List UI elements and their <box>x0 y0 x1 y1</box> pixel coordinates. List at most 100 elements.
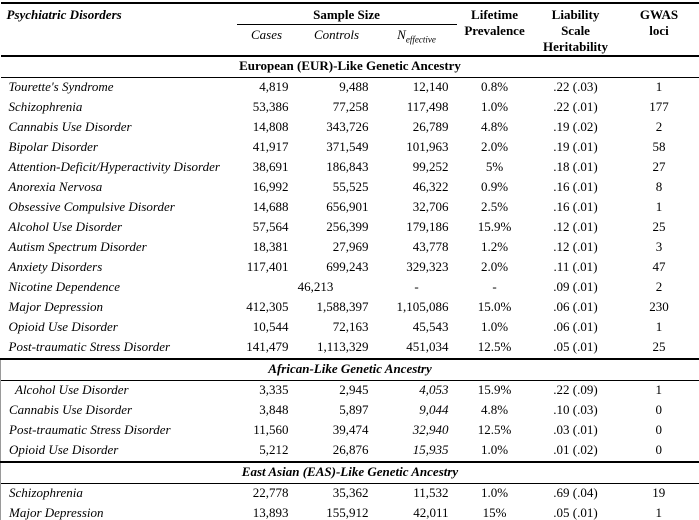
cases-cell: 14,808 <box>252 119 289 135</box>
heritability-cell: .11 (.01) <box>553 259 598 275</box>
n-effective-cell: 117,498 <box>406 99 449 115</box>
n-effective-cell: 179,186 <box>406 219 449 235</box>
disorder-name-cell: Post-traumatic Stress Disorder <box>0 420 237 441</box>
table-row: Obsessive Compulsive Disorder 14,688 656,9… <box>1 198 699 218</box>
cases-controls-combined-cell: 46,213 <box>297 279 334 295</box>
heritability-cell: .05 (.01) <box>553 505 598 520</box>
cases-cell: 57,564 <box>252 219 289 235</box>
controls-cell: 77,258 <box>332 99 369 115</box>
n-effective-cell: 32,940 <box>412 422 449 438</box>
ancestry-section: East Asian (EAS)-Like Genetic Ancestry Sc… <box>0 461 699 520</box>
heritability-cell: .16 (.01) <box>553 199 598 215</box>
cases-cell: 18,381 <box>252 239 289 255</box>
n-effective-cell: 46,322 <box>412 179 449 195</box>
disorder-name-cell: Alcohol Use Disorder <box>8 219 123 235</box>
gwas-loci-cell: 58 <box>652 139 666 155</box>
prevalence-cell: 1.2% <box>480 239 509 255</box>
column-header-controls: Controls <box>313 27 360 43</box>
heritability-cell: .12 (.01) <box>553 239 598 255</box>
prevalence-cell: 12.5% <box>477 339 512 355</box>
cases-cell: 16,992 <box>252 179 289 195</box>
table-row: Attention-Deficit/Hyperactivity Disorder… <box>1 158 699 178</box>
column-header-sample-size: Sample Size <box>236 3 457 26</box>
column-header-liability-scale-heritability: Liability Scale Heritability <box>543 7 609 54</box>
disorder-name-cell: Major Depression <box>0 503 237 520</box>
gwas-loci-cell: 0 <box>618 400 699 421</box>
table-row: Post-traumatic Stress Disorder 11,560 39,4… <box>0 420 699 441</box>
prevalence-cell: 15.9% <box>477 219 512 235</box>
table-row: Tourette's Syndrome 4,819 9,488 12,140 0.8%.… <box>1 77 699 98</box>
controls-cell: 55,525 <box>332 179 369 195</box>
heritability-cell: .19 (.02) <box>553 119 598 135</box>
disorder-name-cell: Major Depression <box>8 299 104 315</box>
cases-cell: 5,212 <box>259 442 289 458</box>
table-row: Autism Spectrum Disorder 18,381 27,969 43,7… <box>1 238 699 258</box>
table-row: Cannabis Use Disorder 3,848 5,897 9,044 4.8%… <box>0 400 699 421</box>
controls-cell: 5,897 <box>339 402 369 418</box>
controls-cell: 1,588,397 <box>316 299 369 315</box>
n-effective-cell: 26,789 <box>412 119 449 135</box>
table-row: Anxiety Disorders 117,401 699,243 329,323 2.… <box>1 258 699 278</box>
section-header-row: African-Like Genetic Ancestry <box>0 358 699 381</box>
gwas-loci-cell: 2 <box>655 279 663 295</box>
heritability-cell: .05 (.01) <box>553 339 598 355</box>
heritability-cell: .12 (.01) <box>553 219 598 235</box>
heritability-cell: .19 (.01) <box>553 139 598 155</box>
prevalence-cell: 2.0% <box>480 259 509 275</box>
heritability-cell: .06 (.01) <box>553 319 598 335</box>
disorder-name-cell: Schizophrenia <box>0 483 237 504</box>
heritability-cell: .22 (.01) <box>553 99 598 115</box>
table-row: Major Depression 412,305 1,588,397 1,105,08… <box>1 298 699 318</box>
table-row: Alcohol Use Disorder 57,564 256,399 179,186… <box>1 218 699 238</box>
n-effective-cell: - <box>414 279 419 295</box>
table-row: Nicotine Dependence 46,213 - - .09 (.01) 2 <box>1 278 699 298</box>
header-row-sub: Cases Controls Neffective <box>1 25 699 56</box>
prevalence-cell: 0.8% <box>480 79 509 95</box>
heritability-cell: .10 (.03) <box>553 402 598 418</box>
table-row: Opioid Use Disorder 10,544 72,163 45,543 1.0… <box>1 318 699 338</box>
gwas-loci-cell: 8 <box>655 179 663 195</box>
n-effective-subscript: effective <box>405 34 436 45</box>
section-title: European (EUR)-Like Genetic Ancestry <box>239 58 461 74</box>
cases-cell: 53,386 <box>252 99 289 115</box>
controls-cell: 35,362 <box>332 485 369 501</box>
heritability-cell: .22 (.03) <box>553 79 598 95</box>
heritability-cell: .09 (.01) <box>553 279 598 295</box>
n-effective-cell: 4,053 <box>419 382 449 398</box>
prevalence-cell: - <box>492 279 497 295</box>
disorder-name-cell: Autism Spectrum Disorder <box>8 239 147 255</box>
controls-cell: 2,945 <box>339 382 369 398</box>
disorder-name-cell: Post-traumatic Stress Disorder <box>8 339 171 355</box>
controls-cell: 72,163 <box>332 319 369 335</box>
heritability-cell: .18 (.01) <box>553 159 598 175</box>
controls-cell: 1,113,329 <box>316 339 369 355</box>
disorder-name-cell: Obsessive Compulsive Disorder <box>8 199 175 215</box>
n-effective-cell: 1,105,086 <box>396 299 449 315</box>
gwas-loci-cell: 0 <box>618 440 699 462</box>
gwas-loci-cell: 25 <box>652 339 666 355</box>
n-effective-cell: 45,543 <box>412 319 449 335</box>
column-header-gwas-loci: GWAS loci <box>639 7 679 38</box>
prevalence-cell: 4.8% <box>480 402 509 418</box>
prevalence-cell: 1.0% <box>480 319 509 335</box>
disorder-name-cell: Opioid Use Disorder <box>0 440 237 462</box>
disorder-name-cell: Cannabis Use Disorder <box>0 400 237 421</box>
table-row: Schizophrenia 53,386 77,258 117,498 1.0% .22 … <box>1 98 699 118</box>
controls-cell: 656,901 <box>326 199 369 215</box>
cases-cell: 13,893 <box>252 505 289 520</box>
controls-cell: 343,726 <box>326 119 369 135</box>
section-header-row: European (EUR)-Like Genetic Ancestry <box>0 55 699 78</box>
controls-cell: 155,912 <box>326 505 369 520</box>
controls-cell: 27,969 <box>332 239 369 255</box>
gwas-loci-cell: 1 <box>655 199 663 215</box>
heritability-cell: .06 (.01) <box>553 299 598 315</box>
gwas-loci-cell: 47 <box>652 259 666 275</box>
controls-cell: 371,549 <box>326 139 369 155</box>
cases-cell: 41,917 <box>252 139 289 155</box>
table-row: Cannabis Use Disorder 14,808 343,726 26,789… <box>1 118 699 138</box>
prevalence-cell: 12.5% <box>477 422 512 438</box>
table-row: Post-traumatic Stress Disorder 141,479 1,1… <box>1 338 699 359</box>
cases-cell: 22,778 <box>252 485 289 501</box>
gwas-loci-cell: 1 <box>655 79 663 95</box>
prevalence-cell: 2.0% <box>480 139 509 155</box>
